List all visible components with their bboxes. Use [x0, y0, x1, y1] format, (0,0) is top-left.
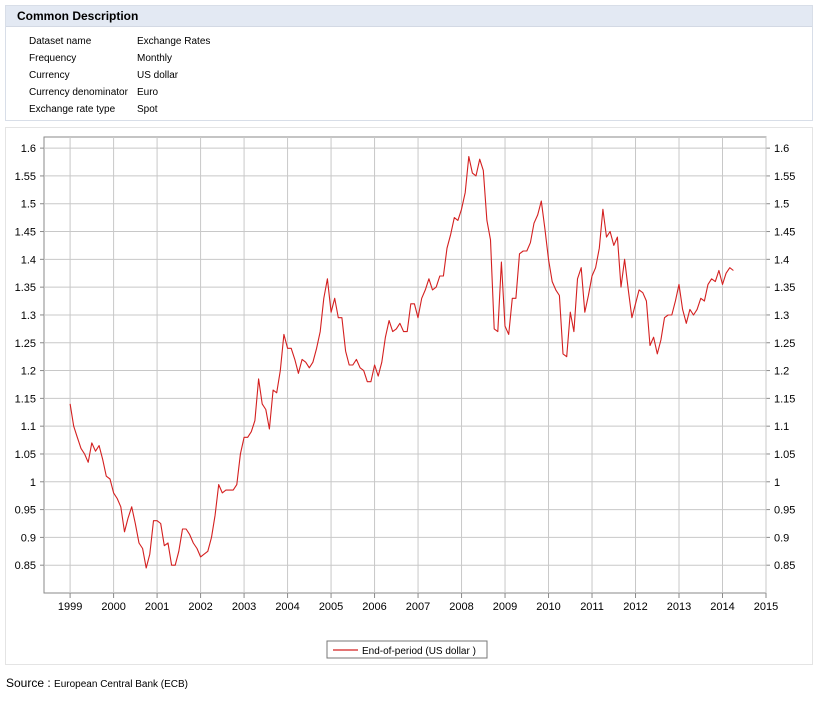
chart-container: 0.85 0.85 0.9 0.9 0.95 0.95 1 1 1.05 1.05 1.1 1.1 1.…	[5, 127, 813, 665]
x-tick-label: 2014	[710, 601, 734, 613]
description-value: Euro	[137, 87, 159, 98]
x-tick-label: 2005	[319, 601, 343, 613]
y-tick-label: 1.5	[21, 199, 36, 211]
y-tick-label-right: 1.2	[774, 366, 789, 378]
y-tick-label: 1.3	[21, 310, 36, 322]
y-tick-label: 0.85	[15, 560, 36, 572]
x-tick-label: 2008	[449, 601, 473, 613]
x-tick-label: 2011	[580, 601, 604, 613]
y-tick-label: 1.45	[15, 227, 36, 239]
description-row: Frequency Monthly	[29, 50, 210, 67]
description-value: Exchange Rates	[137, 36, 211, 47]
exchange-rate-chart: 0.85 0.85 0.9 0.9 0.95 0.95 1 1 1.05 1.05 1.1 1.1 1.…	[15, 136, 795, 659]
description-label: Dataset name	[29, 36, 92, 47]
x-tick-label: 2002	[188, 601, 212, 613]
description-label: Currency denominator	[29, 87, 128, 98]
x-tick-label: 2001	[145, 601, 169, 613]
description-label: Frequency	[29, 53, 77, 64]
x-tick-label: 1999	[58, 601, 82, 613]
y-tick-label-right: 1.25	[774, 338, 795, 350]
x-tick-label: 2013	[667, 601, 691, 613]
y-tick-label: 1.15	[15, 393, 36, 405]
x-tick-label: 2010	[536, 601, 560, 613]
source-label: Source :	[6, 676, 51, 690]
y-tick-label: 1.6	[21, 143, 36, 155]
y-tick-label: 1	[30, 477, 36, 489]
source-line: Source : European Central Bank (ECB)	[6, 676, 188, 690]
x-tick-label: 2012	[623, 601, 647, 613]
plot-area	[43, 136, 767, 594]
y-tick-label-right: 1.05	[774, 449, 795, 461]
x-tick-label: 2015	[754, 601, 778, 613]
description-value: US dollar	[137, 70, 179, 81]
y-tick-label-right: 1.45	[774, 227, 795, 239]
y-tick-label-right: 0.9	[774, 532, 789, 544]
x-tick-label: 2007	[406, 601, 430, 613]
y-tick-label: 0.9	[21, 532, 36, 544]
y-tick-label: 1.2	[21, 366, 36, 378]
description-value: Spot	[137, 104, 158, 115]
description-label: Currency	[29, 70, 70, 81]
description-row: Currency denominator Euro	[29, 84, 210, 101]
y-tick-label: 1.05	[15, 449, 36, 461]
description-row: Dataset name Exchange Rates	[29, 33, 210, 50]
x-tick-label: 2009	[493, 601, 517, 613]
y-tick-label: 1.55	[15, 171, 36, 183]
y-tick-label-right: 0.95	[774, 505, 795, 517]
y-tick-label-right: 1.55	[774, 171, 795, 183]
common-description-panel: Common Description Dataset name Exchange…	[5, 5, 813, 121]
description-table: Dataset name Exchange Rates Frequency Mo…	[29, 33, 210, 118]
y-tick-label-right: 0.85	[774, 560, 795, 572]
legend: End-of-period (US dollar )	[326, 640, 488, 659]
y-tick-label: 1.25	[15, 338, 36, 350]
y-tick-label-right: 1	[774, 477, 780, 489]
y-tick-label-right: 1.35	[774, 282, 795, 294]
description-value: Monthly	[137, 53, 173, 64]
y-tick-label: 1.1	[21, 421, 36, 433]
y-tick-label-right: 1.1	[774, 421, 789, 433]
y-tick-label-right: 1.4	[774, 254, 789, 266]
legend-label: End-of-period (US dollar )	[362, 646, 476, 657]
x-tick-label: 2003	[232, 601, 256, 613]
y-tick-label: 1.4	[21, 254, 36, 266]
source-value: European Central Bank (ECB)	[54, 679, 189, 690]
description-label: Exchange rate type	[29, 104, 116, 115]
x-tick-label: 2000	[101, 601, 125, 613]
x-tick-label: 2004	[275, 601, 299, 613]
y-tick-label-right: 1.15	[774, 393, 795, 405]
panel-title: Common Description	[6, 6, 812, 27]
description-row: Exchange rate type Spot	[29, 101, 210, 118]
series-line	[69, 155, 734, 569]
legend-box	[326, 640, 488, 659]
y-tick-label-right: 1.3	[774, 310, 789, 322]
x-tick-label: 2006	[362, 601, 386, 613]
y-tick-label-right: 1.6	[774, 143, 789, 155]
description-row: Currency US dollar	[29, 67, 210, 84]
y-tick-label: 1.35	[15, 282, 36, 294]
y-tick-label-right: 1.5	[774, 199, 789, 211]
y-tick-label: 0.95	[15, 505, 36, 517]
